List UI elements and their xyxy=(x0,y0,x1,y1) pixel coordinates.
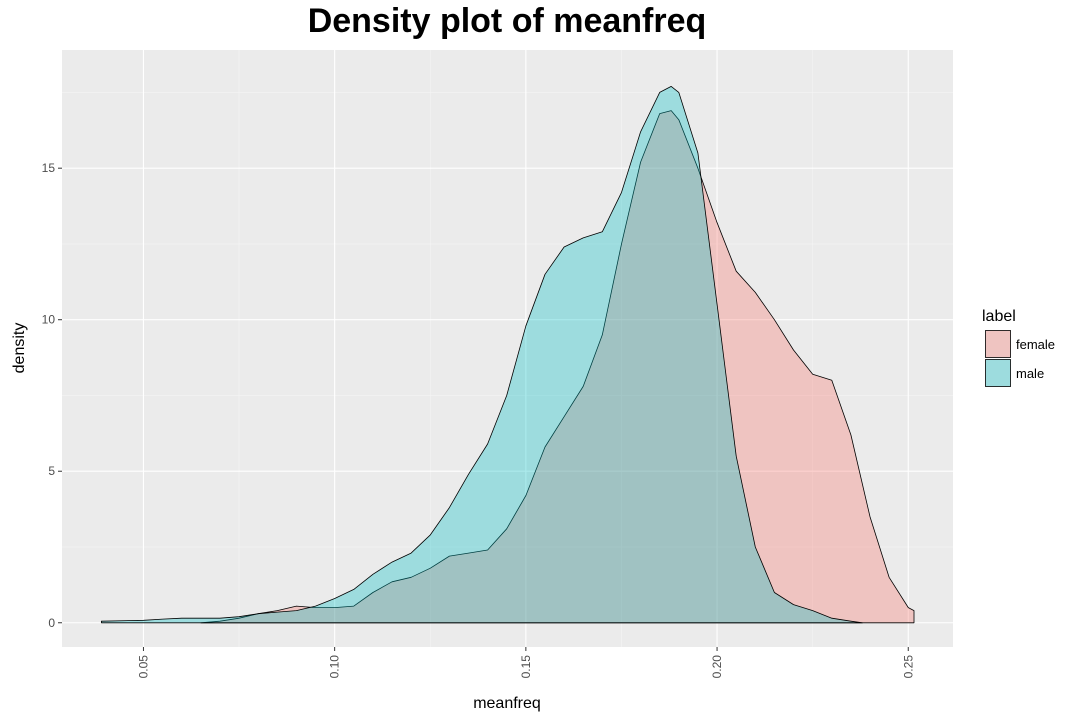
y-tick-label: 10 xyxy=(42,313,56,327)
x-axis: 0.05 0.10 0.15 0.20 0.25 xyxy=(136,647,915,678)
x-axis-title: meanfreq xyxy=(473,695,541,712)
x-tick-label: 0.25 xyxy=(901,655,915,679)
y-tick-label: 15 xyxy=(42,161,56,175)
x-tick-label: 0.15 xyxy=(519,655,533,679)
y-axis-title: density xyxy=(11,323,28,374)
major-gridlines xyxy=(62,50,953,647)
legend-label-male: male xyxy=(1016,366,1044,381)
x-tick-label: 0.05 xyxy=(136,655,150,679)
legend: label female male xyxy=(982,308,1055,387)
x-tick-label: 0.10 xyxy=(328,655,342,679)
legend-title: label xyxy=(982,308,1016,325)
y-axis: 0 5 10 15 xyxy=(42,161,62,630)
legend-key-bg xyxy=(985,330,1011,358)
x-tick-label: 0.20 xyxy=(710,655,724,679)
plot-panel xyxy=(62,50,953,647)
minor-gridlines xyxy=(62,50,953,647)
density-areas xyxy=(101,86,915,624)
density-area-male xyxy=(101,86,863,624)
y-tick-label: 0 xyxy=(48,616,55,630)
y-tick-label: 5 xyxy=(48,464,55,478)
legend-label-female: female xyxy=(1016,337,1055,352)
chart-title: Density plot of meanfreq xyxy=(307,2,707,40)
density-area-female xyxy=(200,110,915,624)
legend-key-male xyxy=(985,359,1011,387)
legend-key-female xyxy=(985,330,1011,358)
legend-key-bg xyxy=(985,359,1011,387)
